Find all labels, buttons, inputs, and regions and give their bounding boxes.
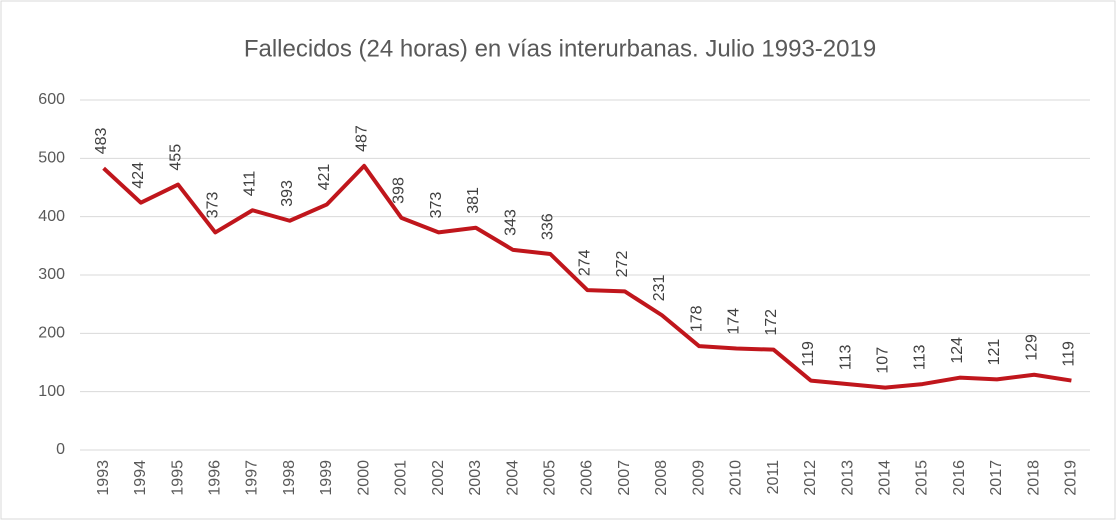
x-tick-label: 2016: [951, 460, 968, 496]
x-tick-label: 2003: [467, 460, 484, 496]
data-label: 119: [800, 341, 817, 367]
data-label: 113: [837, 344, 854, 370]
data-label: 119: [1061, 341, 1078, 367]
data-label: 274: [577, 249, 594, 276]
x-tick-label: 2007: [616, 460, 633, 496]
data-label: 178: [688, 305, 705, 332]
x-tick-label: 2015: [914, 460, 931, 496]
y-tick-label: 0: [56, 441, 65, 458]
data-label: 272: [614, 251, 631, 278]
x-tick-label: 1996: [206, 460, 223, 496]
data-label: 487: [353, 125, 370, 152]
data-label: 455: [167, 144, 184, 171]
data-label: 421: [316, 164, 333, 191]
x-tick-label: 2010: [728, 460, 745, 496]
data-label: 129: [1023, 334, 1040, 361]
data-label: 174: [726, 308, 743, 335]
x-tick-label: 2009: [690, 460, 707, 496]
x-tick-label: 2005: [541, 460, 558, 496]
x-tick-label: 2001: [393, 460, 410, 496]
data-label: 124: [949, 337, 966, 364]
x-tick-label: 1997: [244, 460, 261, 496]
chart-title: Fallecidos (24 horas) en vías interurban…: [244, 35, 876, 62]
y-tick-label: 400: [38, 208, 65, 225]
x-tick-label: 1998: [281, 460, 298, 496]
x-tick-label: 2012: [802, 460, 819, 496]
x-tick-label: 2014: [876, 460, 893, 496]
x-tick-label: 1999: [318, 460, 335, 496]
line: [102, 163, 1072, 390]
data-label: 483: [93, 127, 110, 154]
data-label: 113: [912, 344, 929, 370]
x-tick-label: 2008: [653, 460, 670, 496]
data-label: 172: [763, 309, 780, 336]
x-tick-label: 2017: [988, 460, 1005, 496]
x-tick-label: 2013: [839, 460, 856, 496]
x-tick-label: 1995: [169, 460, 186, 496]
data-label: 373: [204, 192, 221, 219]
data-label: 424: [130, 162, 147, 189]
y-tick-label: 200: [38, 325, 65, 342]
x-tick-label: 2019: [1063, 460, 1080, 496]
data-label: 107: [874, 347, 891, 374]
data-label: 398: [391, 177, 408, 204]
y-tick-label: 300: [38, 266, 65, 283]
y-tick-label: 500: [38, 150, 65, 167]
x-tick-label: 1993: [95, 460, 112, 496]
x-tick-label: 2006: [579, 460, 596, 496]
y-tick-label: 100: [38, 383, 65, 400]
data-label: 411: [242, 171, 259, 197]
data-label: 336: [539, 213, 556, 240]
x-tick-label: 2004: [504, 460, 521, 496]
data-label: 393: [279, 180, 296, 207]
x-tick-label: 1994: [132, 460, 149, 496]
data-label: 231: [651, 274, 668, 301]
x-tick-label: 2002: [430, 460, 447, 496]
x-tick-label: 2011: [765, 460, 782, 495]
x-tick-label: 2000: [355, 460, 372, 496]
x-tick-label: 2018: [1025, 460, 1042, 496]
data-label: 373: [428, 192, 445, 219]
data-label: 121: [986, 339, 1003, 366]
y-tick-label: 600: [38, 91, 65, 108]
data-label: 381: [465, 187, 482, 214]
data-label: 343: [502, 209, 519, 236]
